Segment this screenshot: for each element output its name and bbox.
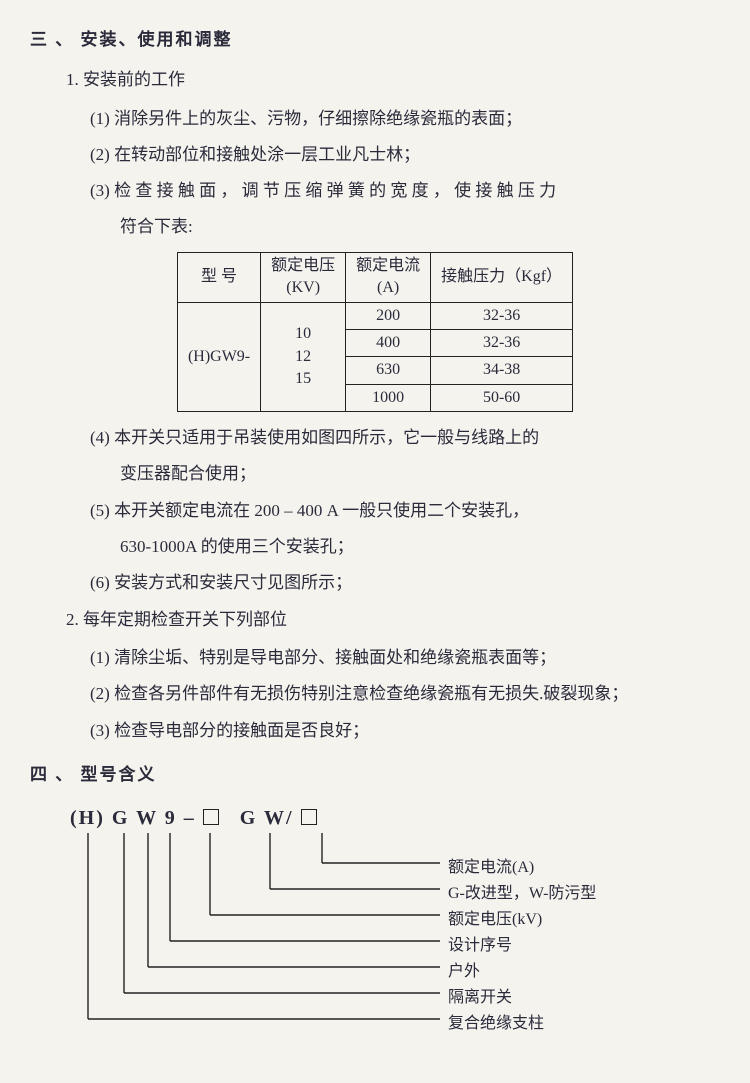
mp-9: 9 xyxy=(165,807,177,829)
sec3-1-5a: (5) 本开关额定电流在 200 – 400 A 一般只使用二个安装孔， xyxy=(90,495,720,527)
sec3-1-3a: (3) 检 查 接 触 面 ， 调 节 压 缩 弹 簧 的 宽 度 ， 使 接 … xyxy=(90,175,720,207)
th-force: 接触压力（Kgf） xyxy=(431,252,573,302)
sec3-1-3b: 符合下表: xyxy=(120,211,720,243)
mp-dash: – xyxy=(184,807,196,829)
sec3-1-4a: (4) 本开关只适用于吊装使用如图四所示，它一般与线路上的 xyxy=(90,422,720,454)
mp-box2 xyxy=(301,809,317,825)
sec3-2-3: (3) 检查导电部分的接触面是否良好； xyxy=(90,715,720,747)
td-c-0: 200 xyxy=(346,302,431,329)
mp-box1 xyxy=(203,809,219,825)
section4-title: 四 、 型号含义 xyxy=(30,759,720,791)
sec3-1-1: (1) 消除另件上的灰尘、污物，仔细擦除绝缘瓷瓶的表面； xyxy=(90,103,720,135)
spec-table: 型 号 额定电压 (KV) 额定电流 (A) 接触压力（Kgf） (H)GW9-… xyxy=(177,252,573,412)
sec3-1-6: (6) 安装方式和安装尺寸见图所示； xyxy=(90,567,720,599)
sec3-2-2: (2) 检查各另件部件有无损伤特别注意检查绝缘瓷瓶有无损失.破裂现象； xyxy=(90,678,720,710)
th-voltage: 额定电压 (KV) xyxy=(261,252,346,302)
th-model: 型 号 xyxy=(177,252,260,302)
td-f-1: 32-36 xyxy=(431,329,573,356)
model-diagram: 额定电流(A) G-改进型，W-防污型 额定电压(kV) 设计序号 户外 隔离开… xyxy=(70,833,720,1063)
mp-W2: W/ xyxy=(264,807,294,829)
sec3-item2-title: 2. 每年定期检查开关下列部位 xyxy=(66,604,720,636)
mp-G2: G xyxy=(240,807,258,829)
lbl-composite: 复合绝缘支柱 xyxy=(448,1009,544,1039)
sec3-2-1: (1) 清除尘垢、特别是导电部分、接触面处和绝缘瓷瓶表面等； xyxy=(90,642,720,674)
diagram-lines xyxy=(70,833,710,1063)
sec3-1-5b: 630-1000A 的使用三个安装孔； xyxy=(120,531,720,563)
sec3-1-4b: 变压器配合使用； xyxy=(120,458,720,490)
td-c-3: 1000 xyxy=(346,384,431,411)
mp-H: (H) xyxy=(70,807,105,829)
td-voltages: 10 12 15 xyxy=(261,302,346,412)
mp-W: W xyxy=(136,807,158,829)
mp-G: G xyxy=(112,807,130,829)
td-c-1: 400 xyxy=(346,329,431,356)
section3-title: 三 、 安装、使用和调整 xyxy=(30,24,720,56)
td-model: (H)GW9- xyxy=(177,302,260,412)
td-f-2: 34-38 xyxy=(431,357,573,384)
td-f-3: 50-60 xyxy=(431,384,573,411)
td-f-0: 32-36 xyxy=(431,302,573,329)
sec3-1-2: (2) 在转动部位和接触处涂一层工业凡士林； xyxy=(90,139,720,171)
th-current: 额定电流 (A) xyxy=(346,252,431,302)
sec3-item1-title: 1. 安装前的工作 xyxy=(66,64,720,96)
model-designation: (H) G W 9 – G W/ xyxy=(70,799,720,837)
td-c-2: 630 xyxy=(346,357,431,384)
